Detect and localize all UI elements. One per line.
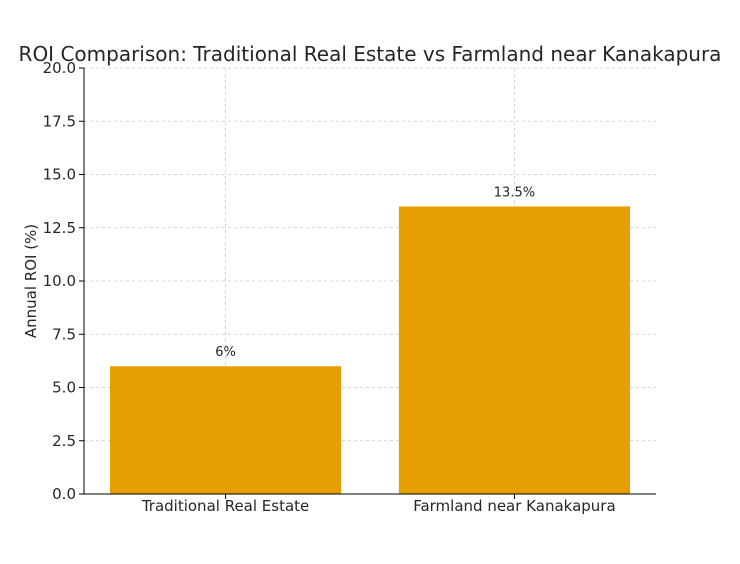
y-tick-label: 20.0: [43, 59, 76, 77]
y-tick-label: 17.5: [43, 112, 76, 130]
y-tick-label: 0.0: [52, 485, 76, 503]
y-axis-label: Annual ROI (%): [22, 224, 40, 338]
y-tick-label: 7.5: [52, 325, 76, 343]
chart-title: ROI Comparison: Traditional Real Estate …: [19, 42, 722, 66]
y-tick-label: 2.5: [52, 432, 76, 450]
bar-2: [398, 206, 630, 494]
ticks-layer: 0.0 2.5 5.0 7.5 10.0 12.5 15.0 17.5 20.0 Traditio…: [43, 59, 616, 515]
x-tick-label: Traditional Real Estate: [141, 497, 309, 515]
data-labels-layer: 6% 13.5%: [215, 185, 535, 360]
x-tick-label: Farmland near Kanakapura: [413, 497, 615, 515]
bar-1: [110, 366, 342, 494]
y-tick-label: 10.0: [43, 272, 76, 290]
y-tick-label: 12.5: [43, 219, 76, 237]
y-tick-label: 5.0: [52, 379, 76, 397]
bar-value-label: 13.5%: [494, 185, 535, 200]
bar-value-label: 6%: [215, 345, 236, 360]
bars-layer: [110, 206, 630, 494]
y-tick-label: 15.0: [43, 166, 76, 184]
